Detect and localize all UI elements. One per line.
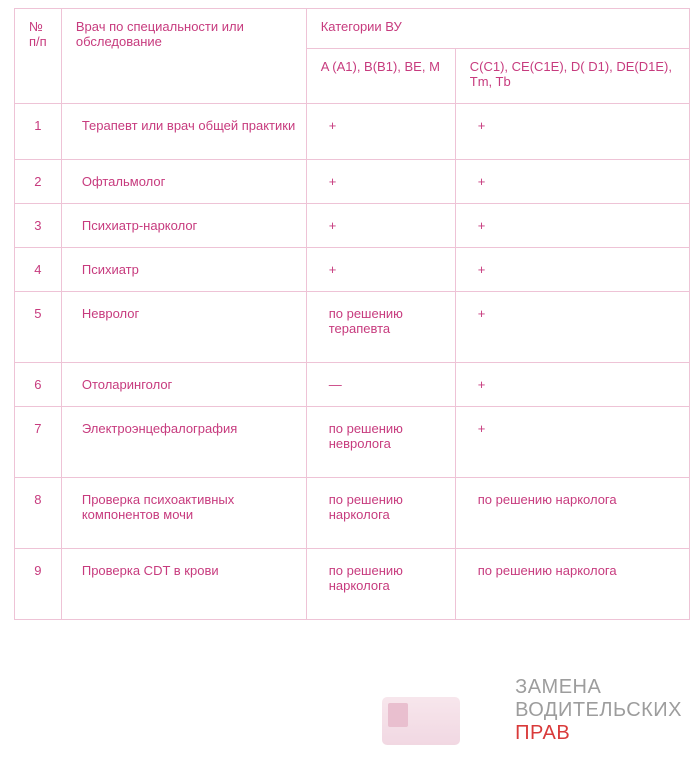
cell-spec: Психиатр (61, 248, 306, 292)
watermark-line1: ЗАМЕНА (515, 676, 682, 699)
cell-cat1: + (306, 160, 455, 204)
watermark-line3: ПРАВ (515, 722, 682, 745)
cell-cat1: по решению невролога (306, 407, 455, 478)
cell-spec: Проверка CDT в крови (61, 549, 306, 620)
table-row: 9 Проверка CDT в крови по решению наркол… (15, 549, 690, 620)
header-num: № п/п (15, 9, 62, 104)
header-cat2: C(C1), CE(C1E), D( D1), DE(D1E), Tm, Tb (455, 49, 689, 104)
cell-spec: Электроэнцефалография (61, 407, 306, 478)
cell-num: 6 (15, 363, 62, 407)
cell-cat1: + (306, 104, 455, 160)
cell-num: 5 (15, 292, 62, 363)
cell-num: 4 (15, 248, 62, 292)
cell-spec: Проверка психоактивных компонентов мочи (61, 478, 306, 549)
license-card-image (382, 697, 460, 745)
table-row: 6 Отоларинголог — + (15, 363, 690, 407)
cell-cat2: + (455, 363, 689, 407)
cell-num: 3 (15, 204, 62, 248)
table-row: 3 Психиатр-нарколог + + (15, 204, 690, 248)
header-spec: Врач по специальности или обследование (61, 9, 306, 104)
cell-num: 2 (15, 160, 62, 204)
header-row-1: № п/п Врач по специальности или обследов… (15, 9, 690, 49)
cell-cat2: + (455, 204, 689, 248)
cell-spec: Отоларинголог (61, 363, 306, 407)
cell-cat1: по решению нарколога (306, 549, 455, 620)
table-row: 7 Электроэнцефалография по решению невро… (15, 407, 690, 478)
cell-cat2: + (455, 407, 689, 478)
cell-cat1: + (306, 204, 455, 248)
header-cat: Категории ВУ (306, 9, 689, 49)
table-row: 2 Офтальмолог + + (15, 160, 690, 204)
table-row: 4 Психиатр + + (15, 248, 690, 292)
cell-cat2: по решению нарколога (455, 549, 689, 620)
doctors-table: № п/п Врач по специальности или обследов… (14, 8, 690, 620)
cell-spec: Психиатр-нарколог (61, 204, 306, 248)
cell-cat1: по решению терапевта (306, 292, 455, 363)
table-row: 5 Невролог по решению терапевта + (15, 292, 690, 363)
cell-num: 1 (15, 104, 62, 160)
cell-cat2: + (455, 292, 689, 363)
cell-cat1: по решению нарколога (306, 478, 455, 549)
cell-spec: Офтальмолог (61, 160, 306, 204)
table-row: 1 Терапевт или врач общей практики + + (15, 104, 690, 160)
cell-cat2: + (455, 160, 689, 204)
cell-cat1: + (306, 248, 455, 292)
cell-num: 9 (15, 549, 62, 620)
watermark-line2: ВОДИТЕЛЬСКИХ (515, 699, 682, 722)
cell-cat2: + (455, 104, 689, 160)
cell-cat2: + (455, 248, 689, 292)
cell-cat1: — (306, 363, 455, 407)
cell-spec: Терапевт или врач общей практики (61, 104, 306, 160)
cell-num: 8 (15, 478, 62, 549)
table-row: 8 Проверка психоактивных компонентов моч… (15, 478, 690, 549)
cell-spec: Невролог (61, 292, 306, 363)
cell-num: 7 (15, 407, 62, 478)
cell-cat2: по решению нарколога (455, 478, 689, 549)
header-cat1: A (A1), B(B1), BE, M (306, 49, 455, 104)
watermark: ЗАМЕНА ВОДИТЕЛЬСКИХ ПРАВ (515, 676, 682, 745)
